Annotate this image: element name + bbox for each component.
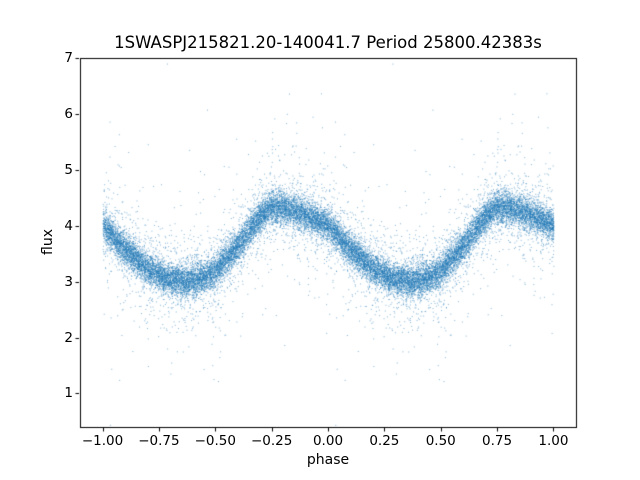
x-tick-label: 1.00 [538, 433, 569, 449]
x-tick-label: −0.50 [194, 433, 236, 449]
y-tick-label: 3 [64, 273, 73, 290]
y-tick-label: 4 [64, 217, 73, 234]
y-tick-label: 2 [64, 329, 73, 346]
x-tick-label: −0.25 [250, 433, 293, 449]
chart-title: 1SWASPJ215821.20-140041.7 Period 25800.4… [114, 33, 542, 52]
x-tick-label: 0.00 [312, 433, 344, 449]
y-tick-label: 1 [64, 385, 73, 402]
y-tick-label: 6 [64, 105, 73, 122]
x-tick-label: 0.25 [369, 433, 400, 449]
y-tick-label: 7 [64, 50, 73, 66]
x-tick-label: −0.75 [138, 433, 180, 449]
x-tick-label: 0.75 [482, 433, 513, 449]
x-tick-label: −1.00 [81, 433, 124, 449]
x-axis-label: phase [306, 452, 350, 468]
y-tick-label: 5 [64, 161, 73, 178]
x-tick-label: 0.50 [425, 433, 456, 449]
